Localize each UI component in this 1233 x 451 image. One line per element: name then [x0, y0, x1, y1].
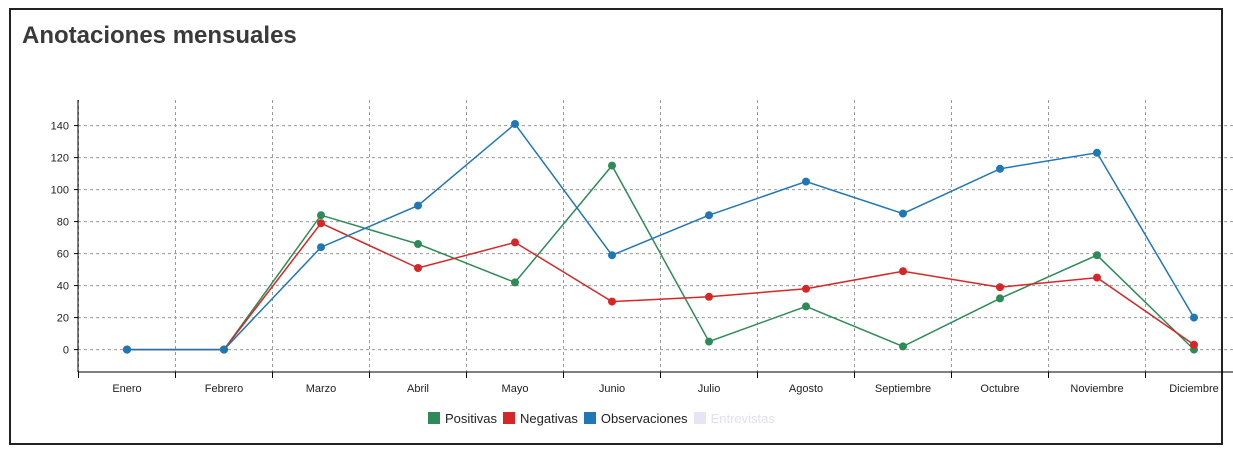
data-point-positivas: [802, 302, 810, 311]
data-point-negativas: [317, 219, 325, 228]
data-point-observaciones: [317, 243, 325, 252]
data-point-negativas: [705, 292, 713, 301]
legend-label: Positivas: [445, 410, 498, 426]
y-tick-label: 140: [51, 121, 69, 133]
legend-item-negativas[interactable]: Negativas: [503, 411, 578, 426]
legend-label: Negativas: [520, 410, 578, 426]
y-tick-label: 20: [57, 313, 69, 325]
x-tick-label: Marzo: [306, 383, 337, 395]
data-point-observaciones: [220, 345, 228, 354]
data-point-positivas: [705, 337, 713, 346]
legend-label: Entrevistas: [710, 410, 775, 426]
x-tick-label: Noviembre: [1070, 383, 1123, 395]
data-point-negativas: [511, 238, 519, 247]
x-tick-label: Octubre: [980, 383, 1019, 395]
data-point-positivas: [996, 294, 1004, 303]
x-tick-label: Septiembre: [875, 383, 931, 395]
y-tick-label: 120: [51, 153, 69, 165]
x-tick-label: Agosto: [789, 383, 823, 395]
legend-label: Observaciones: [600, 410, 688, 426]
data-point-observaciones: [996, 164, 1004, 173]
data-point-observaciones: [1190, 313, 1198, 322]
data-point-observaciones: [705, 211, 713, 220]
y-tick-label: 40: [57, 281, 69, 293]
legend-item-positivas[interactable]: Positivas: [428, 411, 497, 426]
data-point-negativas: [802, 284, 810, 293]
y-tick-label: 80: [57, 217, 69, 229]
chart-title: Anotaciones mensuales: [22, 22, 297, 49]
y-tick-label: 0: [63, 345, 69, 357]
x-tick-label: Julio: [698, 383, 721, 395]
series-line-positivas: [127, 164, 1195, 351]
legend-swatch: [503, 412, 516, 424]
data-point-observaciones: [414, 201, 422, 210]
data-point-observaciones: [123, 345, 131, 354]
series-line-observaciones: [127, 122, 1195, 351]
x-tick-label: Abril: [407, 383, 429, 395]
data-point-negativas: [899, 267, 907, 276]
data-point-negativas: [996, 283, 1004, 292]
legend-item-entrevistas[interactable]: Entrevistas: [693, 410, 775, 426]
legend-swatch: [583, 412, 596, 424]
data-point-negativas: [608, 297, 616, 306]
data-point-observaciones: [511, 120, 519, 128]
y-tick-label: 60: [57, 249, 69, 261]
data-point-positivas: [1093, 251, 1101, 260]
legend-item-observaciones[interactable]: Observaciones: [583, 410, 688, 426]
x-tick-label: Mayo: [502, 383, 529, 395]
series-line-negativas: [127, 222, 1195, 351]
chart-legend: Positivas Negativas Observaciones Entrevist…: [428, 409, 781, 427]
data-point-negativas: [414, 264, 422, 272]
data-point-observaciones: [1093, 148, 1101, 157]
x-tick-label: Febrero: [205, 383, 244, 395]
y-tick-label: 100: [51, 185, 69, 197]
data-point-positivas: [899, 342, 907, 351]
data-point-observaciones: [802, 177, 810, 186]
x-tick-label: Junio: [599, 383, 625, 395]
data-point-observaciones: [608, 251, 616, 260]
x-tick-label: Diciembre: [1169, 383, 1219, 395]
data-point-positivas: [317, 211, 325, 220]
data-point-negativas: [1093, 273, 1101, 282]
data-point-positivas: [511, 278, 519, 287]
data-point-observaciones: [899, 209, 907, 218]
legend-swatch: [693, 412, 706, 424]
data-point-positivas: [608, 161, 616, 170]
legend-swatch: [428, 412, 440, 424]
x-tick-label: Enero: [112, 383, 141, 395]
data-point-positivas: [414, 240, 422, 248]
data-point-negativas: [1190, 340, 1198, 349]
